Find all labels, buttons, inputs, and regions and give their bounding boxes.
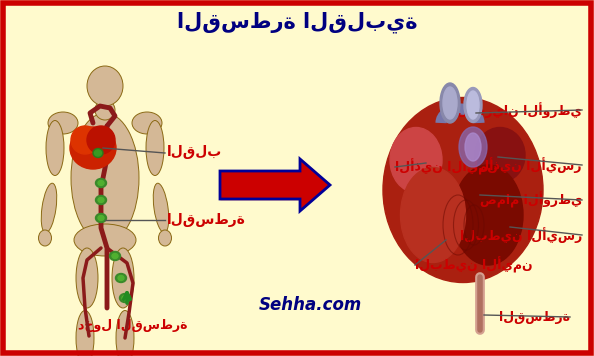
Ellipse shape [98,180,104,185]
Ellipse shape [453,165,523,265]
Ellipse shape [87,66,123,106]
Ellipse shape [132,112,162,134]
Ellipse shape [93,148,103,157]
Ellipse shape [98,215,104,220]
Ellipse shape [112,253,118,258]
Ellipse shape [146,120,164,176]
Ellipse shape [41,183,57,233]
Polygon shape [300,159,330,211]
Text: القسطرة: القسطرة [499,310,570,324]
Text: البطين الأيمن: البطين الأيمن [415,257,533,273]
Ellipse shape [400,168,466,262]
Text: Sehha.com: Sehha.com [258,296,362,314]
Text: البطين الأيسر: البطين الأيسر [460,227,582,243]
Text: القسطرة القلبية: القسطرة القلبية [177,11,417,33]
Text: الأذين الأيمن: الأذين الأيمن [395,159,498,175]
Ellipse shape [87,126,115,154]
Ellipse shape [46,120,64,176]
Ellipse shape [443,87,457,119]
Text: دخول القسطرة: دخول القسطرة [78,319,188,331]
Ellipse shape [159,230,172,246]
Ellipse shape [475,127,525,183]
Ellipse shape [383,98,543,283]
Ellipse shape [118,276,124,281]
Ellipse shape [71,113,139,243]
Ellipse shape [74,224,136,256]
Ellipse shape [153,183,169,233]
Ellipse shape [76,310,94,356]
Text: القسطرة: القسطرة [167,213,246,227]
Ellipse shape [390,127,442,193]
Text: صمام الأورطي: صمام الأورطي [479,192,582,208]
Ellipse shape [70,127,116,169]
Ellipse shape [464,88,482,122]
Ellipse shape [71,126,99,154]
Ellipse shape [109,251,121,261]
Ellipse shape [465,133,481,161]
Ellipse shape [119,293,131,303]
Ellipse shape [95,100,115,120]
Bar [220,171,300,199]
Ellipse shape [122,295,128,300]
Ellipse shape [112,248,134,308]
Text: القلب: القلب [167,145,222,159]
Text: الشريان الأورطي: الشريان الأورطي [453,102,582,118]
Ellipse shape [94,150,102,156]
Ellipse shape [48,112,78,134]
Ellipse shape [116,310,134,356]
Ellipse shape [39,230,52,246]
Ellipse shape [96,214,106,222]
Ellipse shape [96,195,106,204]
Ellipse shape [98,198,104,203]
Text: الأذين الأيسر: الأذين الأيسر [475,157,582,173]
Ellipse shape [467,91,479,119]
Ellipse shape [115,273,127,283]
Ellipse shape [440,83,460,123]
Ellipse shape [96,178,106,188]
Ellipse shape [76,248,98,308]
Ellipse shape [459,127,487,167]
